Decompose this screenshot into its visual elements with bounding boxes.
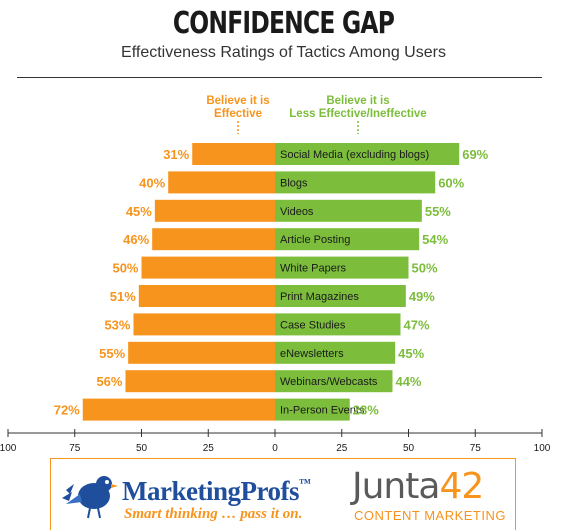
x-tick-label-6: 50 (403, 443, 415, 454)
value-label-effective-8: 56% (96, 374, 122, 389)
bar-less-effective-8 (275, 370, 393, 393)
category-label-1: Blogs (280, 177, 308, 189)
bar-less-effective-3 (275, 228, 420, 251)
category-label-8: Webinars/Webcasts (280, 376, 378, 388)
sponsor-footer (50, 458, 516, 530)
diverging-bar-chart: Believe it is Effective Believe it is Le… (0, 95, 551, 454)
legend: Believe it is Effective Believe it is Le… (206, 95, 427, 134)
chart-subtitle: Effectiveness Ratings of Tactics Among U… (121, 44, 446, 61)
category-label-9: In-Person Events (280, 405, 365, 417)
legend-effective-line2: Effective (214, 108, 262, 120)
bar-less-effective-7 (275, 341, 396, 364)
value-label-less-effective-9: 28% (353, 403, 379, 418)
chart-title: CONFIDENCE GAP (172, 6, 395, 41)
x-tick-label-3: 25 (203, 443, 215, 454)
value-label-effective-3: 46% (123, 232, 149, 247)
value-label-effective-1: 40% (139, 175, 165, 190)
value-label-less-effective-8: 44% (395, 374, 421, 389)
bar-effective-9 (82, 398, 275, 421)
category-label-5: Print Magazines (280, 291, 359, 303)
trademark-symbol: ™ (298, 476, 311, 490)
junta-number: 42 (439, 466, 484, 507)
x-tick-label-1: 75 (69, 443, 81, 454)
bar-less-effective-0 (275, 143, 460, 165)
value-label-effective-6: 53% (104, 317, 130, 332)
junta42-tagline: CONTENT MARKETING (354, 508, 506, 523)
value-label-effective-0: 31% (163, 147, 189, 162)
value-label-less-effective-4: 50% (412, 261, 438, 276)
category-label-7: eNewsletters (280, 348, 344, 360)
x-tick-label-5: 25 (336, 443, 348, 454)
value-label-effective-2: 45% (126, 204, 152, 219)
x-tick-label-7: 75 (470, 443, 482, 454)
bar-less-effective-2 (275, 199, 422, 222)
legend-less-effective-line2: Less Effective/Ineffective (289, 108, 426, 120)
category-label-6: Case Studies (280, 319, 346, 331)
title-divider (17, 77, 542, 78)
category-label-2: Videos (280, 206, 314, 218)
x-tick-label-8: 100 (534, 443, 551, 454)
bar-less-effective-6 (275, 313, 401, 336)
bar-less-effective-4 (275, 256, 409, 279)
value-label-less-effective-3: 54% (422, 232, 448, 247)
x-tick-label-4: 0 (272, 443, 278, 454)
x-axis: 100 75 50 25 0 25 50 75 100 (0, 429, 551, 454)
bar-less-effective-5 (275, 285, 406, 307)
value-label-less-effective-0: 69% (462, 147, 488, 162)
value-label-less-effective-7: 45% (398, 346, 424, 361)
junta-word: Junta (352, 466, 440, 507)
marketingprofs-bird-icon (62, 476, 118, 519)
legend-less-effective-line1: Believe it is (326, 95, 389, 107)
bars: Social Media (excluding blogs) 31% 69% Blog… (54, 143, 489, 421)
bar-effective-3 (152, 228, 275, 251)
bar-effective-6 (133, 313, 275, 336)
value-label-effective-7: 55% (99, 346, 125, 361)
bar-effective-8 (125, 370, 275, 393)
bar-effective-5 (138, 285, 275, 307)
value-label-effective-5: 51% (110, 289, 136, 304)
value-label-less-effective-2: 55% (425, 204, 451, 219)
bar-effective-1 (168, 171, 275, 194)
bar-effective-4 (141, 256, 275, 279)
bar-effective-0 (192, 143, 275, 165)
bar-less-effective-1 (275, 171, 436, 194)
x-tick-label-0: 100 (0, 443, 17, 454)
marketingprofs-logo-text: MarketingProfs™ (122, 476, 311, 507)
category-label-3: Article Posting (280, 234, 350, 246)
category-label-0: Social Media (excluding blogs) (280, 149, 429, 161)
value-label-less-effective-1: 60% (438, 175, 464, 190)
junta42-logo-text: Junta42 (352, 466, 484, 507)
value-label-less-effective-5: 49% (409, 289, 435, 304)
category-label-4: White Papers (280, 263, 347, 275)
value-label-effective-9: 72% (54, 403, 80, 418)
value-label-less-effective-6: 47% (403, 317, 429, 332)
marketingprofs-name: MarketingProfs (122, 476, 299, 506)
bar-effective-7 (128, 341, 275, 364)
legend-effective-line1: Believe it is (206, 95, 269, 107)
bar-less-effective-9 (275, 398, 350, 421)
value-label-effective-4: 50% (112, 261, 138, 276)
bar-effective-2 (154, 199, 275, 222)
x-tick-label-2: 50 (136, 443, 148, 454)
marketingprofs-tagline: Smart thinking … pass it on. (124, 506, 303, 522)
